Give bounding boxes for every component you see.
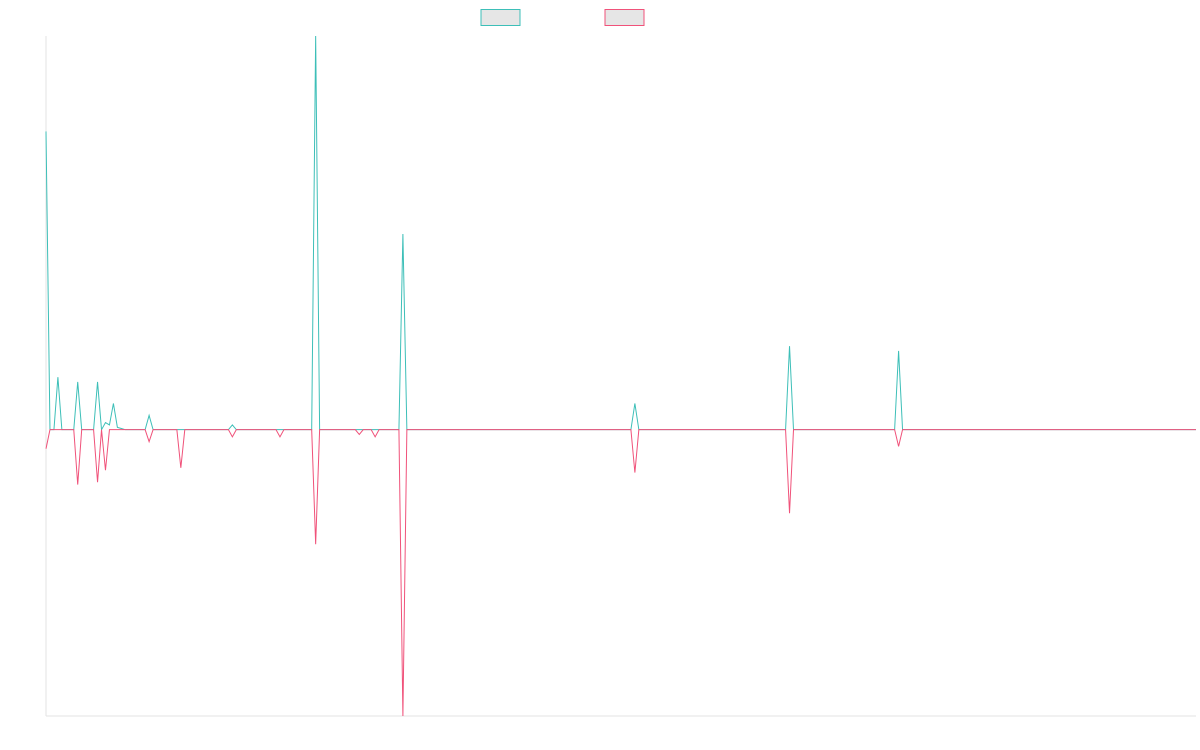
legend-swatch-2 [604,9,645,26]
series-line-1 [45,35,1196,432]
legend [480,9,645,26]
series-layer [45,35,1196,717]
series-2 [45,429,1196,717]
series-1 [45,35,1196,432]
axes [45,36,1196,717]
series-line-2 [45,429,1196,717]
legend-swatch-1 [480,9,521,26]
